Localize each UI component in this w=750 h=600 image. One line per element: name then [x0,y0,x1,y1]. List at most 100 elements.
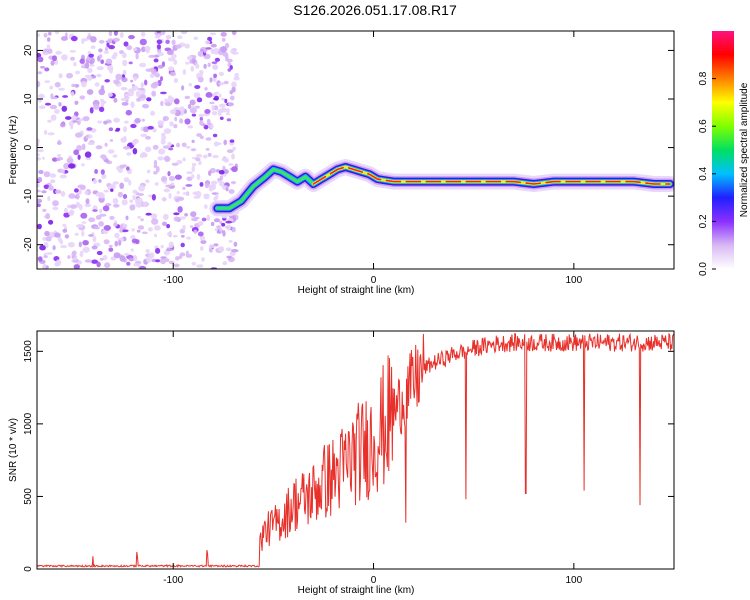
noise-blob [209,167,216,174]
noise-blob [172,234,178,238]
noise-blob [187,104,192,109]
noise-blob [153,170,158,175]
noise-blob [228,189,235,194]
noise-blob [122,69,127,76]
noise-blob [78,241,82,248]
noise-blob [37,176,43,183]
noise-blob [49,231,55,238]
noise-blob [160,244,164,249]
noise-blob [47,195,51,202]
noise-blob [79,250,84,258]
noise-blob [37,203,41,207]
noise-blob [210,43,217,48]
noise-blob [190,148,197,152]
noise-blob [136,229,141,233]
noise-blob [81,81,87,88]
noise-blob [195,157,201,162]
noise-blob [144,79,148,86]
noise-blob [147,227,153,232]
noise-blob [104,79,110,83]
snr-ytick-label: 1500 [23,340,34,363]
noise-blob [76,144,82,152]
noise-blob [97,120,102,124]
noise-blob [78,118,84,122]
noise-blob [186,171,193,175]
noise-blob [44,102,52,106]
noise-blob [138,185,146,192]
noise-blob [98,88,106,96]
noise-blob [117,168,123,174]
noise-blob [129,199,134,203]
noise-blob [225,187,229,192]
noise-blob [169,109,177,115]
noise-blob [60,190,66,197]
noise-blob [63,212,70,218]
noise-blob [114,232,120,239]
noise-blob [37,139,40,146]
noise-blob [223,158,229,163]
noise-blob [218,103,226,108]
noise-blob [132,194,136,201]
noise-blob [171,162,179,166]
noise-blob [201,257,205,262]
noise-blob [37,157,42,161]
noise-blob [204,204,208,210]
noise-blob [129,204,136,211]
noise-blob [211,104,215,112]
noise-blob [128,257,134,262]
noise-blob [182,192,189,195]
noise-blob [225,112,231,116]
noise-blob [184,118,191,125]
noise-blob [113,222,118,227]
noise-blob [42,156,45,160]
colorbar-tick-label: 0.0 [698,262,709,276]
heatmap-ytick-label: 20 [23,44,34,56]
noise-blob [145,135,151,140]
heatmap-ytick-label: 0 [23,144,34,150]
noise-blob [87,141,95,146]
noise-blob [61,36,68,41]
noise-blob [120,137,127,143]
noise-blob [66,72,73,79]
noise-blob [74,188,79,193]
heatmap-noise-region [37,31,240,269]
noise-blob [122,126,128,133]
noise-blob [43,184,50,190]
noise-blob [100,154,107,159]
noise-blob [173,59,178,65]
noise-blob [54,109,60,114]
noise-blob [120,98,128,101]
noise-blob [186,236,192,240]
noise-blob [37,33,40,37]
noise-blob [188,82,192,87]
noise-blob [98,39,105,44]
noise-blob [70,91,75,97]
noise-blob [58,157,64,161]
noise-blob [156,44,161,50]
noise-blob [171,53,177,59]
noise-blob [223,139,227,146]
ridge-red [312,166,671,185]
noise-blob [55,50,62,55]
noise-blob [45,252,53,255]
noise-blob [210,221,215,227]
noise-blob [94,82,100,87]
noise-blob [231,31,237,36]
noise-blob [88,53,94,58]
noise-blob [113,252,121,259]
noise-blob [229,90,233,95]
noise-blob [162,221,167,226]
noise-blob [99,193,105,199]
noise-blob [72,120,79,123]
noise-blob [61,168,65,174]
noise-blob [153,58,159,63]
noise-blob [199,235,206,241]
noise-blob [81,230,85,237]
noise-blob [158,148,166,155]
noise-blob [86,127,93,131]
noise-blob [211,111,218,116]
noise-blob [108,127,114,131]
noise-blob [55,189,62,194]
noise-blob [50,114,57,121]
noise-blob [209,124,214,129]
